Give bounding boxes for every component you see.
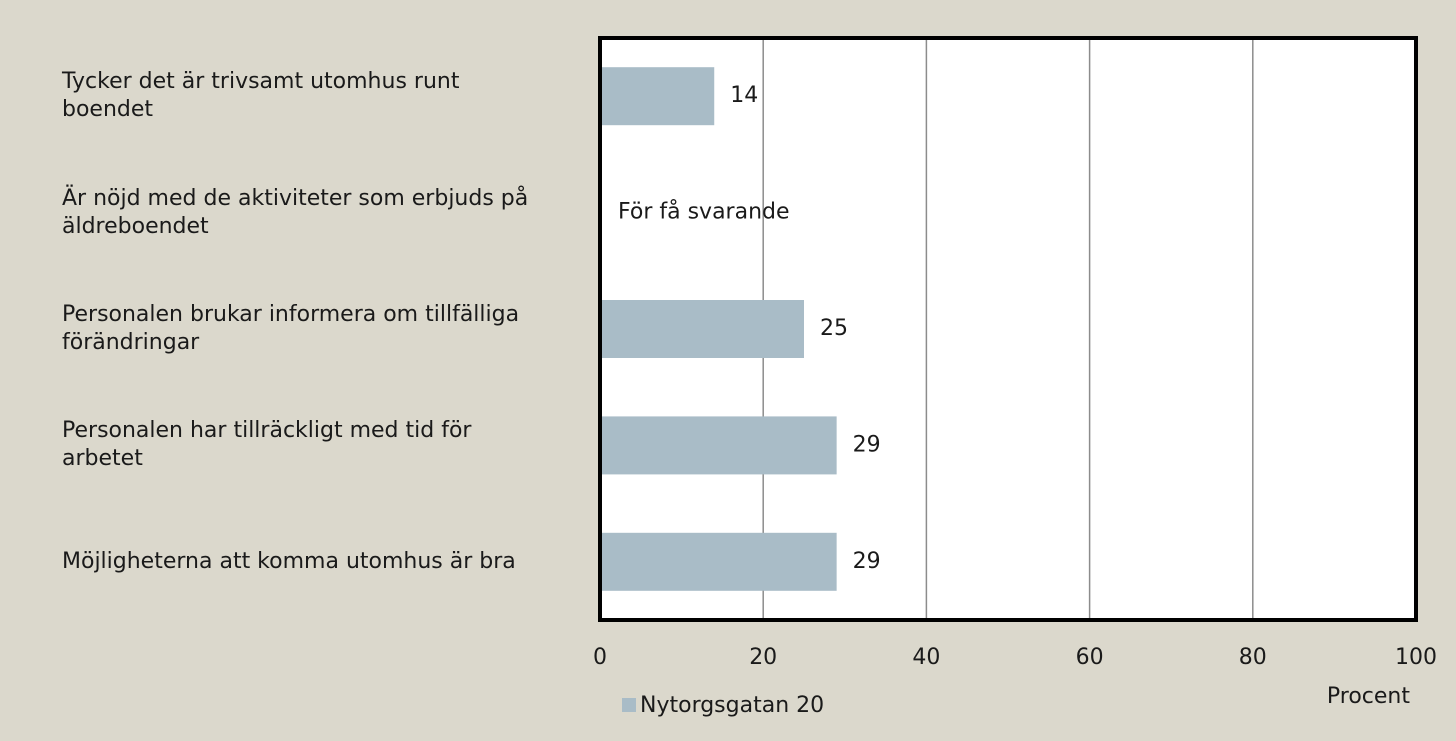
x-tick-label: 60 [1076, 645, 1104, 670]
legend-label: Nytorgsgatan 20 [640, 693, 824, 718]
x-tick-label: 0 [593, 645, 607, 670]
y-tick-label: Personalen har tillräckligt med tid för … [62, 418, 472, 472]
value-label: 29 [853, 432, 881, 457]
x-tick-label: 20 [749, 645, 777, 670]
y-tick-label: Möjligheterna att komma utomhus är bra [62, 548, 516, 574]
y-tick-label: Personalen brukar informera om tillfälli… [62, 302, 520, 355]
bar [600, 416, 837, 475]
value-label: För få svarande [618, 199, 790, 225]
plot-border [598, 36, 1418, 622]
x-tick-label: 40 [912, 645, 940, 670]
value-label: 25 [820, 316, 848, 341]
bar [600, 300, 804, 358]
x-axis-label: Procent [1327, 684, 1410, 709]
bar [600, 532, 837, 591]
bar [600, 67, 715, 126]
value-label: 29 [853, 549, 881, 574]
y-tick-label: Är nöjd med de aktiviteter som erbjuds p… [62, 185, 529, 239]
value-label: 14 [730, 83, 758, 108]
y-tick-label: Tycker det är trivsamt utomhus runt boen… [62, 69, 460, 123]
legend-swatch [622, 698, 636, 712]
x-tick-label: 100 [1395, 645, 1437, 670]
x-tick-label: 80 [1239, 645, 1267, 670]
